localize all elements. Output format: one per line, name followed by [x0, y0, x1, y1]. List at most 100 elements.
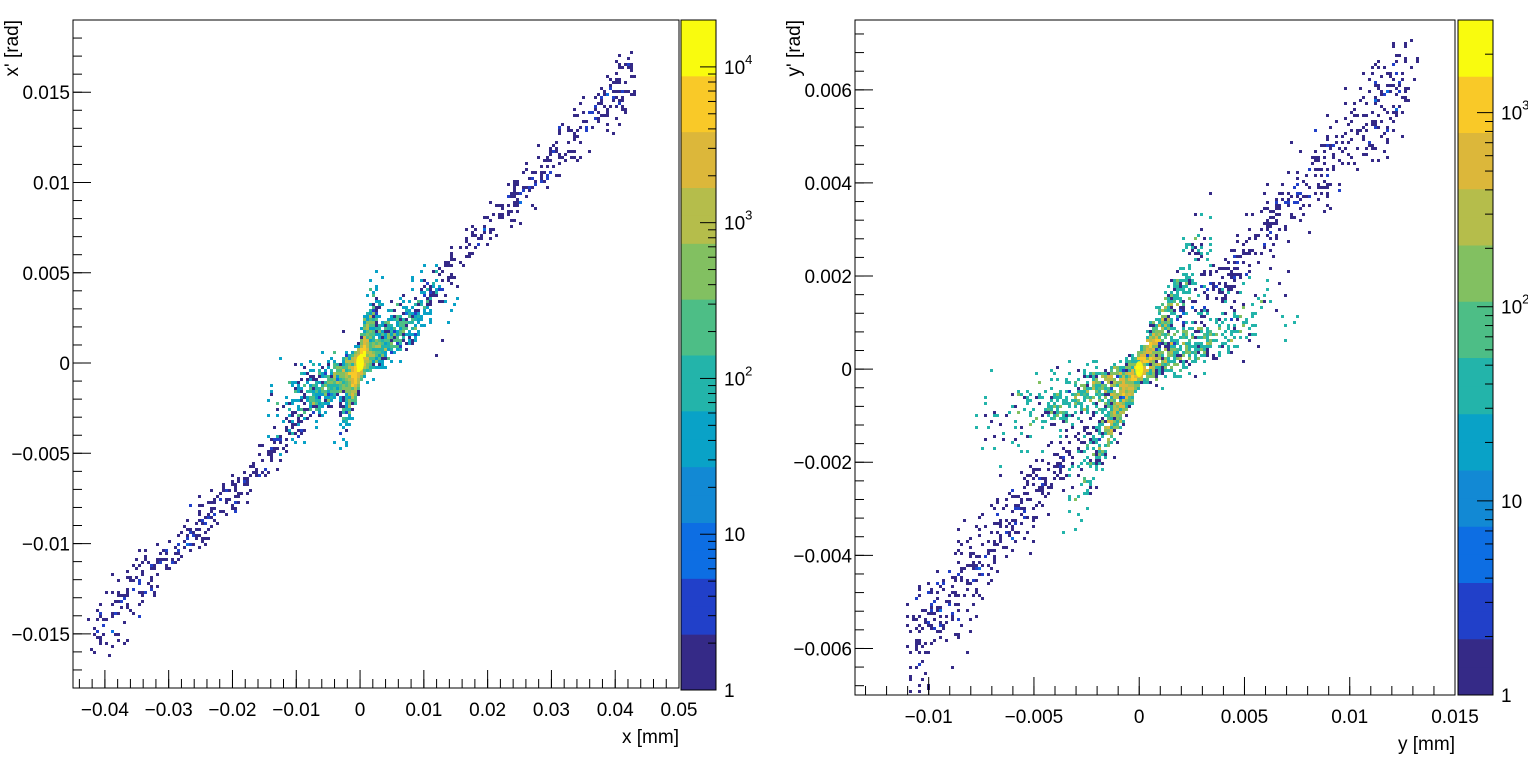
density-cell [318, 369, 321, 372]
density-cell [1158, 366, 1161, 369]
density-cell [930, 588, 933, 591]
density-cell [1119, 366, 1122, 369]
density-cell [1125, 402, 1128, 405]
density-cell [1203, 351, 1206, 354]
density-cell [1215, 318, 1218, 321]
density-cell [1179, 309, 1182, 312]
density-cell [510, 210, 513, 213]
density-cell [345, 387, 348, 390]
density-cell [927, 591, 930, 594]
density-cell [1179, 336, 1182, 339]
density-cell [150, 576, 153, 579]
density-cell [1053, 453, 1056, 456]
density-cell [1155, 327, 1158, 330]
density-cell [1047, 444, 1050, 447]
density-cell [1200, 246, 1203, 249]
density-cell [1053, 423, 1056, 426]
density-cell [1218, 291, 1221, 294]
density-cell [1053, 414, 1056, 417]
density-cell [1161, 372, 1164, 375]
density-cell [1170, 294, 1173, 297]
density-cell [270, 390, 273, 393]
density-cell [1224, 342, 1227, 345]
density-cell [324, 390, 327, 393]
density-cell [390, 300, 393, 303]
density-cell [207, 528, 210, 531]
colorbar-tick-label: 102 [724, 363, 752, 390]
x-tick-label: 0.04 [597, 700, 634, 721]
density-cell [1284, 201, 1287, 204]
density-cell [975, 564, 978, 567]
density-cell [393, 327, 396, 330]
density-cell [1398, 54, 1401, 57]
density-cell [1365, 147, 1368, 150]
density-cell [138, 582, 141, 585]
density-cell [270, 384, 273, 387]
density-cell [1275, 198, 1278, 201]
density-cell [1320, 192, 1323, 195]
density-cell [1125, 387, 1128, 390]
density-cell [585, 120, 588, 123]
density-cell [1167, 315, 1170, 318]
density-cell [1278, 228, 1281, 231]
density-cell [399, 324, 402, 327]
density-cell [1128, 378, 1131, 381]
density-cell [333, 351, 336, 354]
density-cell [390, 360, 393, 363]
density-cell [972, 564, 975, 567]
density-cell [1122, 387, 1125, 390]
density-cell [147, 582, 150, 585]
density-cell [450, 309, 453, 312]
density-cell [438, 288, 441, 291]
density-cell [99, 603, 102, 606]
density-cell [1119, 360, 1122, 363]
density-cell [1248, 249, 1251, 252]
density-cell [1203, 273, 1206, 276]
density-cell [234, 495, 237, 498]
density-cell [1188, 351, 1191, 354]
density-cell [1314, 168, 1317, 171]
density-cell [573, 138, 576, 141]
density-cell [276, 438, 279, 441]
density-cell [1392, 111, 1395, 114]
density-cell [1224, 294, 1227, 297]
density-cell [1020, 507, 1023, 510]
density-cell [258, 474, 261, 477]
density-cell [1245, 240, 1248, 243]
density-cell [1170, 318, 1173, 321]
density-cell [378, 354, 381, 357]
density-cell [360, 327, 363, 330]
colorbar-band [1458, 132, 1493, 162]
density-cell [1074, 393, 1077, 396]
density-cell [1392, 42, 1395, 45]
density-cell [498, 213, 501, 216]
density-cell [372, 312, 375, 315]
density-cell [1392, 129, 1395, 132]
density-cell [1158, 354, 1161, 357]
density-cell [963, 567, 966, 570]
density-cell [1059, 471, 1062, 474]
density-cell [375, 330, 378, 333]
density-cell [1242, 252, 1245, 255]
density-cell [1365, 153, 1368, 156]
density-cell [384, 324, 387, 327]
x-tick-label: 0.02 [469, 700, 506, 721]
density-cell [243, 480, 246, 483]
density-cell [1278, 213, 1281, 216]
density-cell [1053, 405, 1056, 408]
density-cell [621, 99, 624, 102]
colorbar-band [1458, 470, 1493, 499]
density-cell [360, 351, 363, 354]
density-cell [405, 309, 408, 312]
density-cell [1080, 441, 1083, 444]
density-cell [525, 186, 528, 189]
density-cell [1224, 330, 1227, 333]
density-cell [1128, 402, 1131, 405]
density-cell [1296, 195, 1299, 198]
density-cell [108, 654, 111, 657]
density-cell [1260, 300, 1263, 303]
density-cell [1098, 372, 1101, 375]
density-cell [969, 630, 972, 633]
